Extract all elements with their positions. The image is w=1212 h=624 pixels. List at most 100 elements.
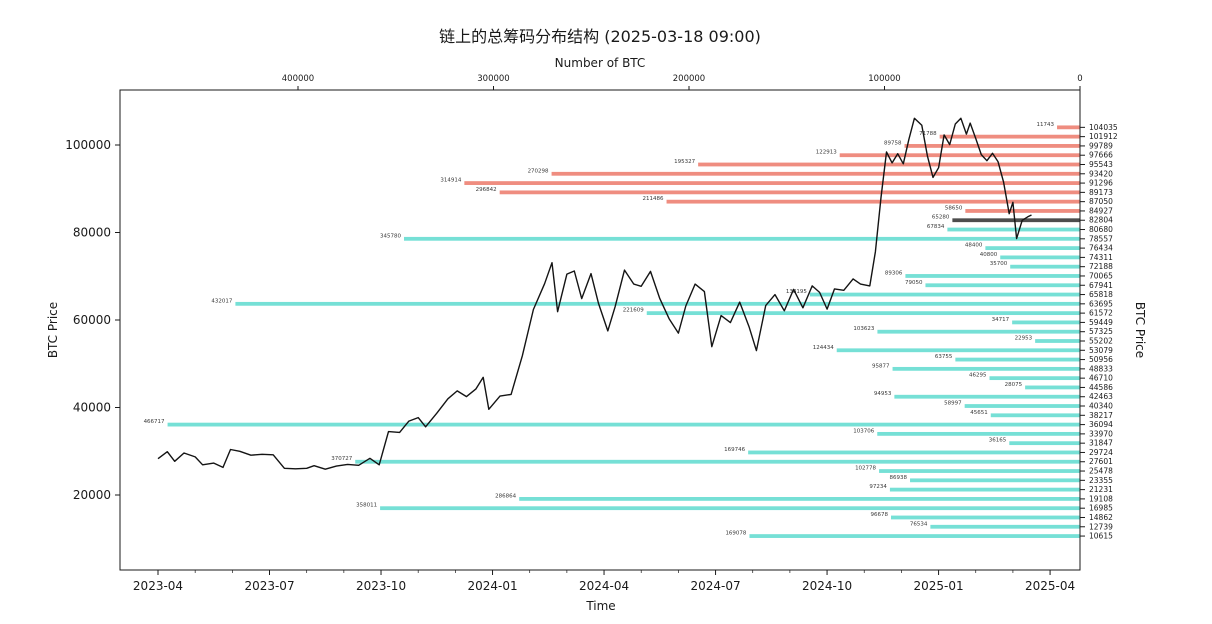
right-tick-label: 101912	[1089, 132, 1118, 141]
right-tick-label: 29724	[1089, 448, 1113, 457]
distribution-bar-label: 211486	[643, 196, 664, 202]
distribution-bar	[930, 524, 1080, 529]
distribution-bar	[947, 227, 1080, 232]
right-tick-label: 53079	[1089, 346, 1113, 355]
distribution-bar	[964, 404, 1080, 408]
right-tick-label: 104035	[1089, 123, 1118, 132]
distribution-bar-label: 35700	[990, 261, 1008, 267]
right-tick-label: 87050	[1089, 197, 1113, 206]
right-tick-label: 67941	[1089, 281, 1113, 290]
right-tick-label: 63695	[1089, 299, 1113, 308]
distribution-bar-label: 65280	[932, 215, 950, 221]
right-tick-label: 19108	[1089, 494, 1113, 503]
distribution-bar-label: 28075	[1005, 382, 1023, 388]
top-tick-label: 300000	[477, 74, 509, 84]
distribution-bar	[989, 376, 1080, 381]
distribution-bar-label: 122913	[816, 150, 837, 156]
distribution-bar-label: 46295	[969, 373, 987, 379]
right-tick-label: 97666	[1089, 151, 1113, 160]
right-tick-label: 74311	[1089, 253, 1113, 262]
bottom-tick-label: 2024-07	[690, 579, 740, 593]
right-tick-label: 55202	[1089, 336, 1113, 345]
left-tick-label: 80000	[73, 226, 111, 240]
distribution-bar	[892, 366, 1080, 371]
distribution-bar	[894, 394, 1080, 399]
right-tick-label: 31847	[1089, 439, 1113, 448]
right-tick-label: 10615	[1089, 532, 1113, 541]
distribution-bar-label: 48400	[965, 243, 983, 249]
right-tick-label: 23355	[1089, 476, 1113, 485]
right-tick-label: 84927	[1089, 206, 1113, 215]
distribution-bar	[839, 153, 1080, 158]
right-tick-label: 21231	[1089, 485, 1113, 494]
distribution-bar-label: 58650	[945, 205, 963, 211]
bottom-tick-label: 2024-01	[467, 579, 517, 593]
distribution-bar-label: 370727	[331, 456, 352, 462]
distribution-bar	[748, 450, 1080, 455]
distribution-bar	[167, 422, 1081, 427]
distribution-bar-label: 286864	[495, 493, 516, 499]
distribution-bar-label: 79050	[905, 280, 923, 286]
distribution-bar-label: 124434	[813, 345, 834, 351]
left-tick-label: 20000	[73, 488, 111, 502]
plot-border	[119, 89, 1081, 571]
bottom-tick-label: 2023-04	[133, 579, 183, 593]
right-tick-label: 93420	[1089, 169, 1113, 178]
distribution-bar-label: 138195	[786, 289, 807, 295]
chart-title: 链上的总筹码分布结构 (2025-03-18 09:00)	[439, 27, 761, 46]
left-tick-label: 40000	[73, 401, 111, 415]
right-tick-label: 57325	[1089, 327, 1113, 336]
bottom-tick-label: 2025-01	[913, 579, 963, 593]
right-tick-label: 95543	[1089, 160, 1113, 169]
right-tick-label: 16985	[1089, 504, 1113, 513]
distribution-bar-label: 296842	[476, 187, 497, 193]
distribution-bar-label: 63755	[935, 354, 953, 360]
distribution-bar-label: 314914	[440, 178, 461, 184]
right-tick-label: 76434	[1089, 244, 1113, 253]
distribution-bar-label: 195327	[674, 159, 695, 165]
distribution-bar-label: 86938	[890, 475, 908, 481]
right-tick-label: 91296	[1089, 179, 1113, 188]
right-tick-label: 44586	[1089, 383, 1113, 392]
btc-price-line	[157, 117, 1032, 470]
right-tick-label: 89173	[1089, 188, 1113, 197]
distribution-bar-label: 358011	[356, 503, 377, 509]
distribution-bar	[910, 478, 1080, 483]
distribution-bar-label: 94953	[874, 391, 892, 397]
distribution-bar	[905, 274, 1080, 278]
distribution-bar-label: 169746	[724, 447, 745, 453]
distribution-bar	[879, 469, 1080, 473]
right-tick-label: 25478	[1089, 467, 1113, 476]
right-tick-label: 50956	[1089, 355, 1113, 364]
distribution-bar-label: 71788	[919, 131, 937, 137]
distribution-bar	[404, 236, 1080, 241]
distribution-bar-label: 89758	[884, 140, 902, 146]
distribution-bar	[646, 311, 1080, 316]
distribution-bar	[551, 171, 1080, 176]
bottom-tick-label: 2024-04	[579, 579, 629, 593]
distribution-bar	[990, 413, 1080, 418]
distribution-bar	[1010, 264, 1080, 269]
right-tick-label: 48833	[1089, 364, 1113, 373]
distribution-bar	[464, 181, 1080, 185]
distribution-bar-label: 97234	[869, 484, 887, 490]
distribution-bar-label: 11743	[1037, 122, 1055, 128]
top-tick-label: 0	[1077, 74, 1082, 84]
left-axis-label: BTC Price	[46, 302, 60, 358]
distribution-bar	[955, 357, 1080, 362]
distribution-bar	[749, 534, 1080, 538]
right-tick-label: 40340	[1089, 402, 1113, 411]
distribution-bar	[1025, 385, 1080, 390]
right-tick-label: 14862	[1089, 513, 1113, 522]
distribution-bar	[380, 506, 1080, 511]
top-tick-label: 100000	[868, 74, 900, 84]
top-tick-label: 400000	[282, 74, 314, 84]
distribution-bar	[939, 134, 1080, 139]
bottom-tick-label: 2025-04	[1025, 579, 1075, 593]
right-tick-label: 70065	[1089, 271, 1113, 280]
distribution-bar	[666, 199, 1080, 204]
distribution-bar	[925, 283, 1080, 288]
bottom-axis-label: Time	[585, 599, 615, 613]
left-tick-label: 60000	[73, 313, 111, 327]
